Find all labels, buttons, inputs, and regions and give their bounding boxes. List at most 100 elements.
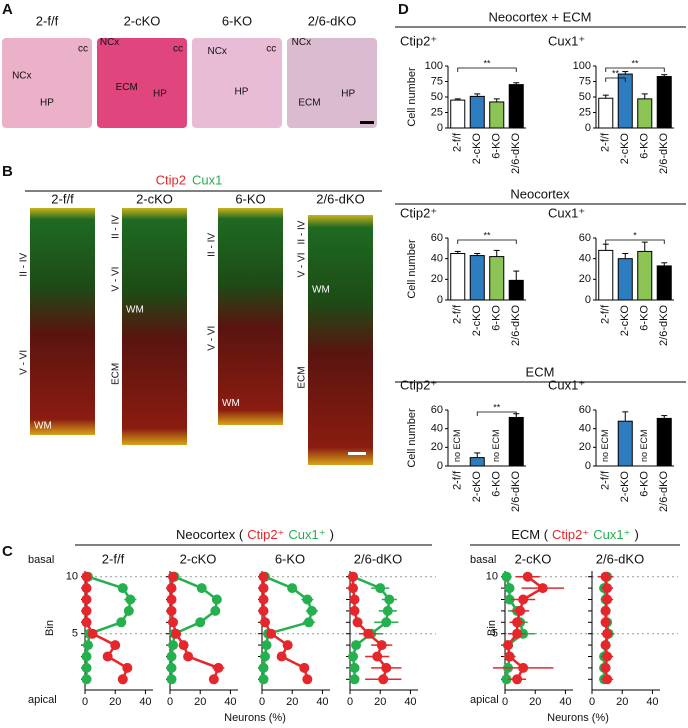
y-axis-label: Cell number bbox=[406, 239, 418, 299]
point bbox=[260, 617, 271, 628]
point bbox=[349, 662, 360, 673]
point bbox=[81, 651, 92, 662]
point bbox=[117, 674, 128, 685]
point bbox=[81, 662, 92, 673]
point bbox=[306, 605, 317, 616]
value-label: no ECM bbox=[600, 429, 610, 462]
y-tick-label: 40 bbox=[579, 423, 591, 435]
y-tick-label: 25 bbox=[579, 106, 591, 118]
x-axis-label: Neurons (%) bbox=[547, 712, 609, 724]
column-title: 2/6-dKO bbox=[316, 191, 364, 206]
y-tick-label: 50 bbox=[579, 91, 591, 103]
layer-label: II - IV bbox=[207, 233, 218, 257]
chart-title: Cux1⁺ bbox=[548, 377, 585, 392]
title-part: ) bbox=[634, 527, 638, 542]
point bbox=[518, 662, 529, 673]
series-line bbox=[351, 576, 388, 680]
layer-label: WM bbox=[312, 285, 330, 296]
series-line bbox=[170, 576, 220, 680]
layer-label: V - VI bbox=[111, 267, 122, 292]
x-tick-label: 2/6-dKO bbox=[510, 133, 522, 174]
y-tick-label: 0 bbox=[585, 294, 591, 306]
y-axis-label: Cell number bbox=[406, 67, 418, 127]
significance-label: * bbox=[633, 230, 637, 240]
chart-title: Ctip2⁺ bbox=[400, 377, 437, 392]
x-tick-label: 2-cKO bbox=[471, 471, 483, 503]
series-line bbox=[85, 575, 132, 680]
value-label: no ECM bbox=[639, 429, 649, 462]
significance-label: ** bbox=[612, 68, 620, 78]
x-tick-label: 2/6-dKO bbox=[510, 471, 522, 512]
column-title: 2-cKO bbox=[136, 191, 173, 206]
point bbox=[81, 571, 92, 582]
y-tick-label: 75 bbox=[431, 75, 443, 87]
bar bbox=[617, 73, 633, 129]
point bbox=[287, 583, 298, 594]
y-tick-label: 75 bbox=[579, 75, 591, 87]
point bbox=[261, 640, 272, 651]
x-tick-label: 6-KO bbox=[639, 471, 651, 497]
point bbox=[352, 617, 363, 628]
column-title: 2-f/f bbox=[36, 13, 59, 28]
y-tick-label: 10 bbox=[486, 571, 498, 583]
point bbox=[81, 594, 92, 605]
title-part: Ctip2⁺ bbox=[247, 527, 284, 542]
y-tick-label: 5 bbox=[72, 628, 78, 640]
significance-bracket bbox=[476, 411, 517, 416]
point bbox=[258, 605, 269, 616]
point bbox=[602, 583, 613, 594]
point bbox=[123, 605, 134, 616]
column-title: 6-KO bbox=[235, 191, 265, 206]
micrograph bbox=[308, 215, 373, 465]
point bbox=[116, 617, 127, 628]
point bbox=[351, 640, 362, 651]
significance-bracket bbox=[605, 67, 665, 72]
region-label: NCx bbox=[292, 37, 311, 48]
x-tick-label: 2-cKO bbox=[619, 133, 631, 165]
x-tick-label: 0 bbox=[167, 696, 173, 708]
region-label: HP bbox=[40, 97, 54, 108]
value-label: no ECM bbox=[452, 429, 462, 462]
point bbox=[504, 594, 515, 605]
title-part: ECM ( bbox=[511, 527, 549, 542]
y-tick-label: 20 bbox=[431, 273, 443, 285]
micrograph bbox=[97, 38, 187, 128]
point bbox=[210, 605, 221, 616]
micrograph bbox=[2, 38, 92, 128]
region-label: cc bbox=[266, 43, 276, 54]
y-axis-label: Bin bbox=[44, 620, 56, 636]
x-tick-label: 6-KO bbox=[639, 133, 651, 159]
plot-title: 2/6-dKO bbox=[354, 551, 402, 566]
region-label: HP bbox=[235, 87, 249, 98]
x-tick-label: 20 bbox=[109, 696, 121, 708]
bar bbox=[637, 98, 653, 129]
point bbox=[375, 583, 386, 594]
layer-label: II - IV bbox=[297, 220, 308, 244]
point bbox=[276, 651, 287, 662]
x-tick-label: 20 bbox=[286, 696, 298, 708]
series-line bbox=[170, 575, 219, 680]
bar bbox=[598, 249, 614, 301]
point bbox=[81, 674, 92, 685]
panel-letter: C bbox=[2, 543, 13, 560]
panel-letter: B bbox=[2, 163, 13, 180]
x-tick-label: 0 bbox=[502, 696, 508, 708]
group-title: ECM (Ctip2⁺ Cux1⁺) bbox=[511, 527, 639, 542]
layer-label: V - VI bbox=[207, 326, 218, 351]
point bbox=[382, 605, 393, 616]
bar bbox=[469, 95, 485, 129]
point bbox=[348, 651, 359, 662]
layer-label: WM bbox=[34, 421, 52, 432]
bar bbox=[656, 265, 672, 301]
plot-title: 2-cKO bbox=[180, 551, 217, 566]
point bbox=[602, 594, 613, 605]
y-tick-label: 40 bbox=[431, 423, 443, 435]
bar bbox=[469, 457, 485, 467]
series-line bbox=[604, 576, 609, 680]
x-tick-label: 0 bbox=[259, 696, 265, 708]
bar bbox=[598, 97, 614, 129]
point bbox=[537, 583, 548, 594]
region-label: HP bbox=[153, 88, 167, 99]
bar bbox=[508, 416, 524, 467]
point bbox=[600, 605, 611, 616]
